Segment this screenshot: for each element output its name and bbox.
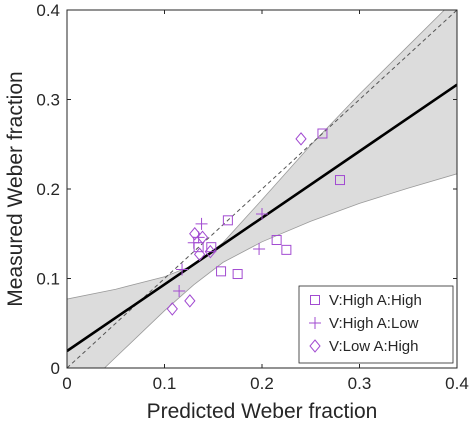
y-tick-label: 0.1 [36, 270, 60, 289]
data-point-diamond [196, 230, 209, 245]
y-tick-label: 0.4 [36, 1, 60, 20]
data-point-square [317, 128, 328, 139]
data-point-square [281, 244, 292, 255]
x-tick-label: 0.1 [153, 374, 177, 393]
data-point-diamond [189, 226, 201, 241]
data-point-plus [253, 242, 266, 255]
data-point-square [335, 175, 345, 186]
data-point-square [206, 242, 217, 253]
legend-marker-plus [309, 317, 321, 329]
data-point-diamond [184, 294, 196, 308]
y-tick-label: 0 [51, 359, 60, 378]
identity-line [67, 10, 457, 368]
data-point-diamond [166, 302, 178, 316]
data-point-square [232, 269, 243, 280]
data-point-square [216, 266, 227, 277]
data-point-plus [256, 208, 268, 221]
y-tick-label: 0.3 [36, 91, 60, 110]
legend-label: V:High A:Low [329, 315, 419, 332]
legend-marker-square [310, 295, 320, 305]
legend-label: V:Low A:High [329, 338, 419, 355]
data-point-plus [195, 217, 208, 230]
y-axis-label: Measured Weber fraction [4, 71, 27, 306]
data-point-square [271, 235, 282, 246]
legend-label: V:High A:High [329, 292, 422, 309]
x-tick-label: 0.3 [348, 374, 372, 393]
legend: V:High A:High V:High A:Low V:Low A:High [298, 285, 454, 364]
legend-box [298, 285, 454, 364]
data-point-diamond [193, 247, 206, 262]
y-tick-label: 0.2 [36, 180, 60, 199]
x-tick-label: 0.2 [250, 374, 274, 393]
data-point-plus [173, 285, 186, 298]
x-axis-label: Predicted Weber fraction [147, 400, 378, 423]
data-point-plus [192, 231, 205, 244]
data-points-layer [166, 128, 345, 316]
x-tick-label: 0 [62, 374, 71, 393]
data-point-diamond [295, 132, 307, 146]
axis-ticks: 0 0.1 0.2 0.3 0.4 0 0.1 0.2 0.3 0.4 [36, 1, 468, 393]
data-point-diamond [204, 244, 216, 259]
data-point-square [222, 215, 233, 226]
data-point-plus [176, 263, 189, 276]
legend-marker-diamond [309, 339, 321, 353]
x-tick-label: 0.4 [445, 374, 469, 393]
